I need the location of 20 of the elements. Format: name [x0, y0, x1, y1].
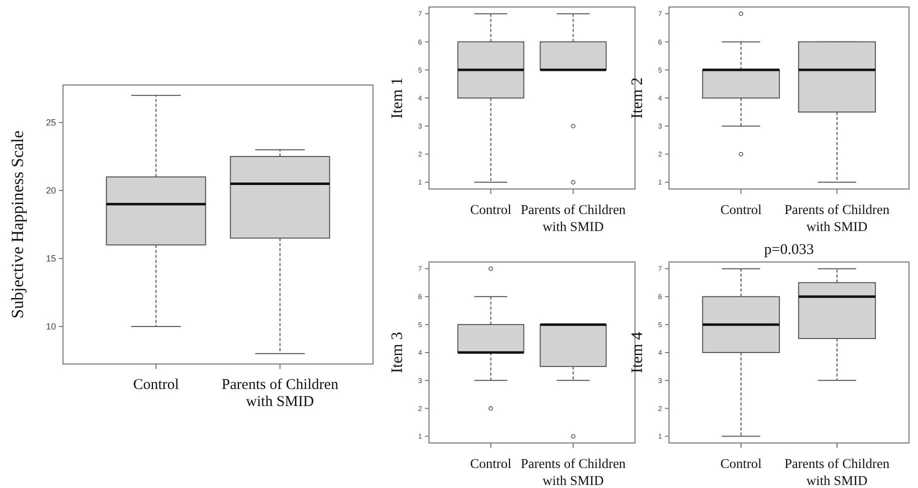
x-tick-label: Control	[720, 202, 762, 217]
x-tick-label: Control	[470, 456, 512, 471]
x-tick-label: Parents of Children with SMID	[222, 377, 339, 410]
x-tick-label: Control	[470, 202, 512, 217]
y-axis-title: Item 3	[389, 332, 406, 374]
y-tick-label: 15	[46, 254, 56, 264]
x-tick-label: Control	[720, 456, 762, 471]
y-tick-label: 25	[46, 118, 56, 128]
y-axis-title: Item 1	[389, 77, 406, 119]
y-axis-title: Item 4	[629, 332, 646, 374]
x-tick-label: Parents of Children with SMID	[520, 456, 626, 488]
y-axis-title: Subjective Happiness Scale	[8, 130, 27, 318]
x-tick-label: Parents of Children with SMID	[520, 202, 626, 234]
y-tick-label: 20	[46, 186, 56, 196]
chart-title: p=0.033	[764, 242, 814, 258]
x-tick-label: Parents of Children with SMID	[784, 202, 890, 234]
y-tick-label: 10	[46, 322, 56, 332]
x-tick-label: Parents of Children with SMID	[784, 456, 890, 488]
y-axis-title: Item 2	[629, 77, 646, 119]
x-tick-label: Control	[133, 377, 179, 393]
